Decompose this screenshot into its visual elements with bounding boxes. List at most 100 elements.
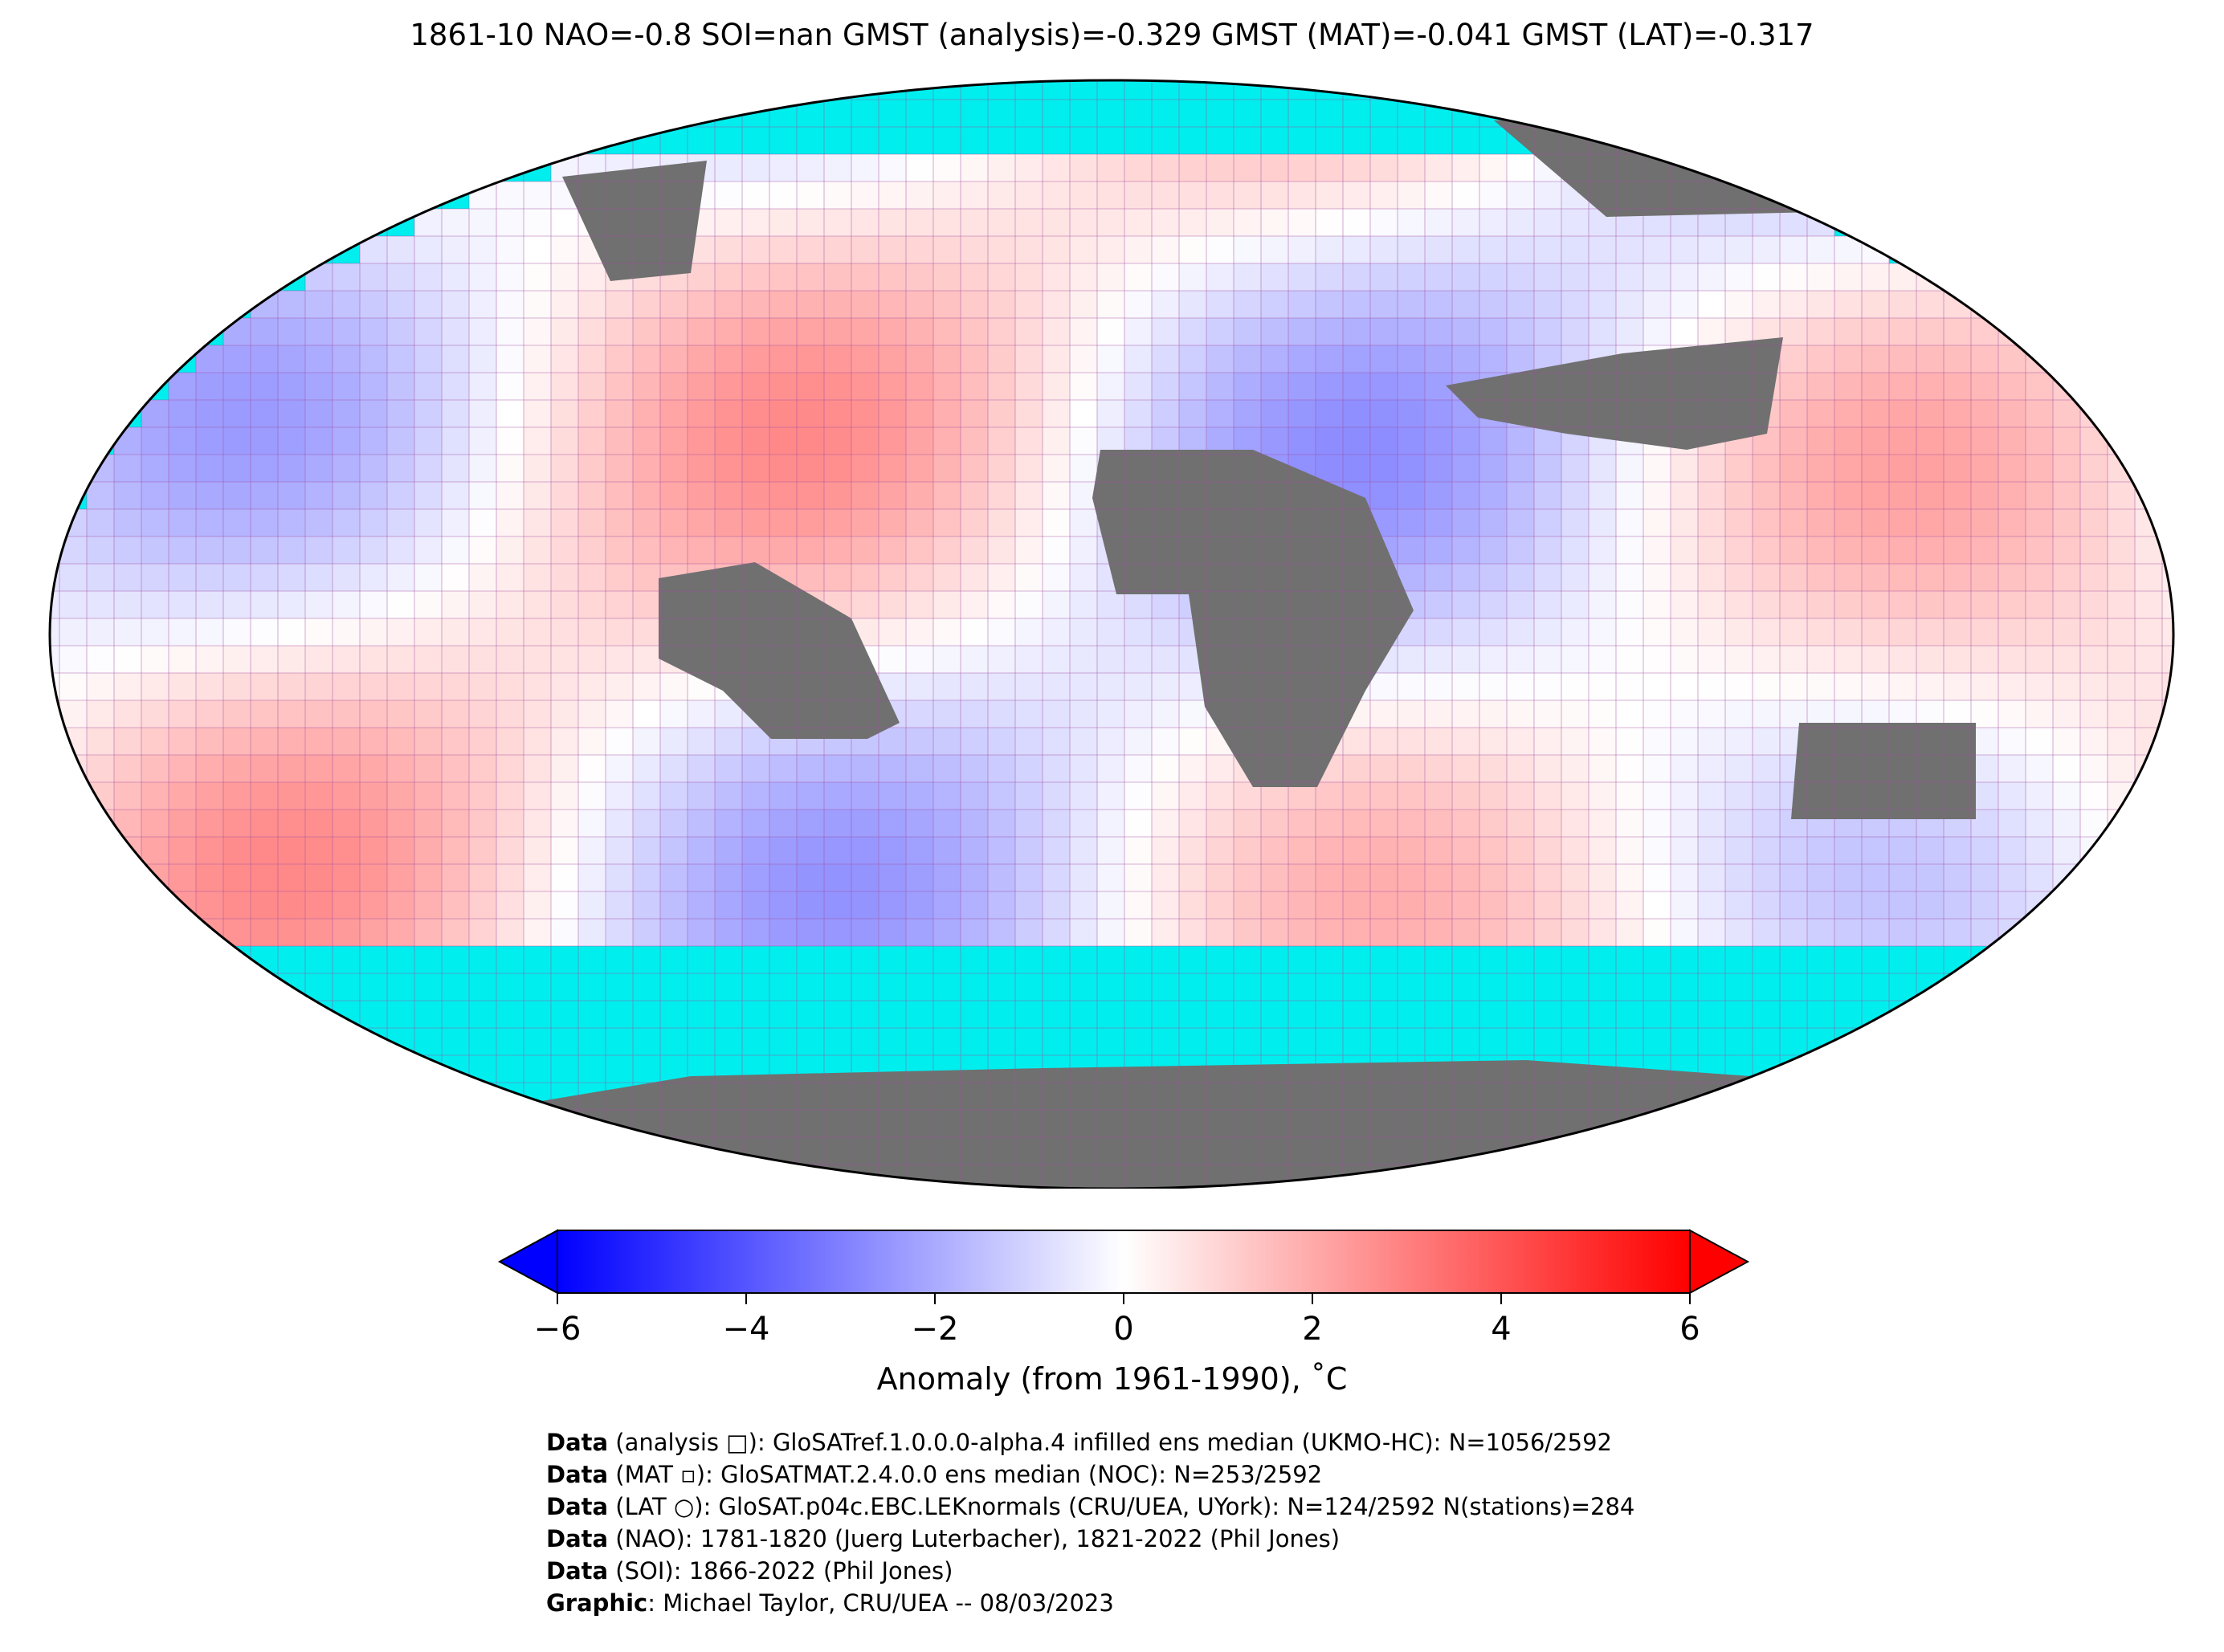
anomaly-cell xyxy=(879,755,906,782)
anomaly-cell xyxy=(1152,864,1179,891)
anomaly-cell xyxy=(633,837,660,864)
anomaly-cell xyxy=(169,837,196,864)
anomaly-cell xyxy=(1343,182,1370,209)
anomaly-cell xyxy=(387,728,414,755)
anomaly-cell xyxy=(1425,646,1452,673)
anomaly-cell xyxy=(606,700,633,728)
anomaly-cell xyxy=(305,728,333,755)
anomaly-cell xyxy=(524,536,551,564)
anomaly-cell xyxy=(633,509,660,536)
anomaly-cell xyxy=(633,400,660,427)
anomaly-cell xyxy=(1043,536,1070,564)
anomaly-cell xyxy=(1179,864,1206,891)
anomaly-cell xyxy=(1206,209,1234,236)
anomaly-cell xyxy=(933,209,961,236)
anomaly-cell xyxy=(360,373,387,400)
anomaly-cell xyxy=(278,509,305,536)
anomaly-cell xyxy=(333,700,360,728)
anomaly-cell xyxy=(797,810,824,837)
anomaly-cell xyxy=(1152,291,1179,318)
anomaly-cell xyxy=(1097,263,1124,291)
anomaly-cell xyxy=(988,782,1015,810)
anomaly-cell xyxy=(879,236,906,263)
anomaly-cell xyxy=(114,482,141,509)
anomaly-cell xyxy=(1452,318,1479,345)
anomaly-cell xyxy=(1261,427,1288,455)
anomaly-cell xyxy=(906,564,933,591)
anomaly-cell xyxy=(1070,509,1097,536)
anomaly-cell xyxy=(1124,782,1152,810)
anomaly-cell xyxy=(1316,345,1343,373)
anomaly-cell xyxy=(141,673,169,700)
anomaly-cell xyxy=(114,564,141,591)
anomaly-cell xyxy=(1124,373,1152,400)
anomaly-cell xyxy=(1425,427,1452,455)
anomaly-cell xyxy=(524,373,551,400)
anomaly-cell xyxy=(688,919,715,946)
anomaly-cell xyxy=(1152,646,1179,673)
anomaly-cell xyxy=(906,291,933,318)
anomaly-cell xyxy=(496,400,524,427)
anomaly-cell xyxy=(660,509,688,536)
anomaly-cell xyxy=(824,755,851,782)
anomaly-cell xyxy=(933,673,961,700)
anomaly-cell xyxy=(1124,919,1152,946)
anomaly-cell xyxy=(251,455,278,482)
anomaly-cell xyxy=(851,782,879,810)
anomaly-cell xyxy=(715,291,742,318)
anomaly-cell xyxy=(1398,837,1425,864)
anomaly-cell xyxy=(1097,755,1124,782)
anomaly-cell xyxy=(906,209,933,236)
anomaly-cell xyxy=(387,263,414,291)
anomaly-cell xyxy=(1070,919,1097,946)
anomaly-cell xyxy=(1234,891,1261,919)
anomaly-cell xyxy=(251,700,278,728)
anomaly-cell xyxy=(278,427,305,455)
anomaly-cell xyxy=(442,700,469,728)
anomaly-cell xyxy=(961,536,988,564)
anomaly-cell xyxy=(196,455,223,482)
anomaly-cell xyxy=(961,837,988,864)
anomaly-cell xyxy=(305,427,333,455)
anomaly-cell xyxy=(387,291,414,318)
anomaly-cell xyxy=(87,618,114,646)
anomaly-cell xyxy=(633,455,660,482)
anomaly-cell xyxy=(524,564,551,591)
anomaly-cell xyxy=(769,373,797,400)
anomaly-cell xyxy=(496,263,524,291)
anomaly-cell xyxy=(114,536,141,564)
anomaly-cell xyxy=(851,810,879,837)
anomaly-cell xyxy=(769,236,797,263)
anomaly-cell xyxy=(1070,837,1097,864)
anomaly-cell xyxy=(524,318,551,345)
colorbar-tick-label: 0 xyxy=(1113,1311,1134,1348)
anomaly-cell xyxy=(1206,236,1234,263)
anomaly-cell xyxy=(1097,236,1124,263)
anomaly-cell xyxy=(933,318,961,345)
anomaly-cell xyxy=(906,891,933,919)
anomaly-cell xyxy=(879,837,906,864)
anomaly-cell xyxy=(688,810,715,837)
anomaly-cell xyxy=(1152,209,1179,236)
anomaly-cell xyxy=(1179,318,1206,345)
anomaly-cell xyxy=(360,673,387,700)
anomaly-cell xyxy=(551,509,578,536)
anomaly-cell xyxy=(1015,345,1043,373)
anomaly-cell xyxy=(1452,345,1479,373)
anomaly-cell xyxy=(387,564,414,591)
anomaly-cell xyxy=(1070,182,1097,209)
anomaly-cell xyxy=(1316,209,1343,236)
anomaly-cell xyxy=(223,700,251,728)
anomaly-cell xyxy=(933,891,961,919)
anomaly-cell xyxy=(742,318,769,345)
anomaly-cell xyxy=(551,700,578,728)
anomaly-cell xyxy=(961,891,988,919)
anomaly-cell xyxy=(1015,673,1043,700)
anomaly-cell xyxy=(551,864,578,891)
anomaly-cell xyxy=(1179,263,1206,291)
anomaly-cell xyxy=(251,509,278,536)
anomaly-cell xyxy=(1343,455,1370,482)
anomaly-cell xyxy=(633,700,660,728)
anomaly-cell xyxy=(1316,810,1343,837)
anomaly-cell xyxy=(1398,891,1425,919)
